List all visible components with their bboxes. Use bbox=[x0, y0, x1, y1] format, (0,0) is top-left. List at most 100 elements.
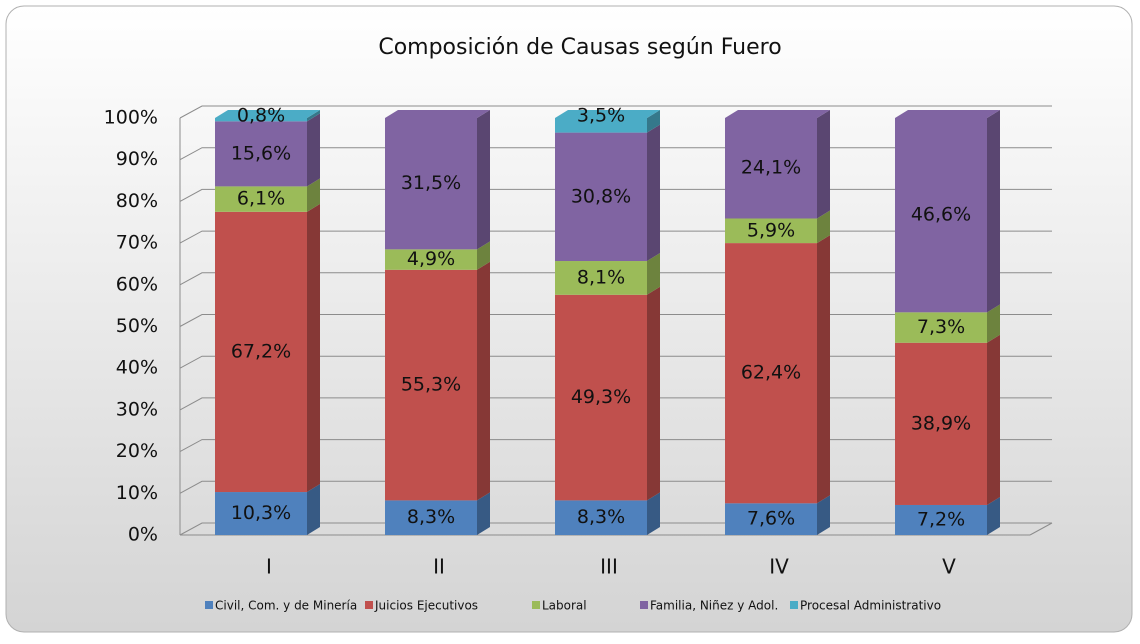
bar-top bbox=[725, 110, 830, 118]
bar-side bbox=[817, 210, 830, 244]
legend-swatch bbox=[532, 601, 540, 609]
data-label: 8,3% bbox=[577, 506, 625, 528]
bar-side bbox=[307, 178, 320, 212]
legend-label: Laboral bbox=[542, 599, 587, 613]
x-tick-label: V bbox=[942, 555, 956, 579]
data-label: 5,9% bbox=[747, 219, 795, 241]
data-label: 6,1% bbox=[237, 188, 285, 210]
data-label: 10,3% bbox=[231, 502, 291, 524]
y-tick-label: 100% bbox=[104, 107, 158, 129]
bar-segment bbox=[725, 243, 817, 504]
legend-swatch bbox=[790, 601, 798, 609]
bar-side bbox=[647, 286, 660, 501]
x-tick-label: III bbox=[600, 555, 618, 579]
legend-swatch bbox=[365, 601, 373, 609]
bar-top bbox=[555, 110, 660, 118]
bar-side bbox=[817, 495, 830, 535]
bar-segment bbox=[555, 261, 647, 295]
legend-label: Juicios Ejecutivos bbox=[374, 599, 478, 613]
bar-segment bbox=[385, 249, 477, 270]
bar-segment bbox=[215, 492, 307, 535]
bar-segment bbox=[555, 500, 647, 535]
data-label: 62,4% bbox=[741, 362, 801, 384]
bar-segment bbox=[895, 312, 987, 343]
bar-segment bbox=[215, 186, 307, 212]
bar-segment bbox=[555, 118, 647, 133]
data-label: 55,3% bbox=[401, 374, 461, 396]
bar-side bbox=[477, 110, 490, 250]
x-tick-label: II bbox=[433, 555, 445, 579]
bar-side bbox=[647, 492, 660, 535]
bar-side bbox=[307, 110, 320, 122]
data-label: 38,9% bbox=[911, 412, 971, 434]
chart-title: Composición de Causas según Fuero bbox=[378, 35, 781, 60]
bar-segment bbox=[725, 118, 817, 219]
data-label: 0,8% bbox=[237, 105, 285, 127]
bar-segment bbox=[215, 121, 307, 187]
bar-side bbox=[987, 110, 1000, 313]
bar-side bbox=[647, 110, 660, 133]
bar-segment bbox=[555, 294, 647, 501]
y-tick-label: 0% bbox=[128, 524, 158, 546]
bar-side bbox=[307, 113, 320, 187]
bar-side bbox=[477, 241, 490, 270]
data-label: 49,3% bbox=[571, 386, 631, 408]
y-tick-label: 40% bbox=[116, 357, 158, 379]
bar-segment bbox=[895, 118, 987, 313]
bar-top bbox=[215, 110, 320, 118]
bar-top bbox=[895, 110, 1000, 118]
x-tick-label: IV bbox=[769, 555, 789, 579]
data-label: 3,5% bbox=[577, 105, 625, 127]
bar-side bbox=[987, 304, 1000, 343]
bar-segment bbox=[895, 342, 987, 505]
y-tick-label: 90% bbox=[116, 148, 158, 170]
bar-segment bbox=[385, 269, 477, 501]
bar-segment bbox=[215, 211, 307, 493]
bar-side bbox=[307, 203, 320, 493]
grid-line bbox=[179, 105, 1052, 119]
legend-swatch bbox=[205, 601, 213, 609]
bar-side bbox=[987, 496, 1000, 535]
bar-side bbox=[987, 334, 1000, 505]
bar-side bbox=[647, 253, 660, 295]
y-tick-label: 20% bbox=[116, 440, 158, 462]
data-label: 30,8% bbox=[571, 185, 631, 207]
y-tick-label: 70% bbox=[116, 232, 158, 254]
data-label: 15,6% bbox=[231, 142, 291, 164]
x-tick-label: I bbox=[266, 555, 272, 579]
bar-side bbox=[477, 261, 490, 501]
bar-side bbox=[817, 110, 830, 219]
data-label: 46,6% bbox=[911, 204, 971, 226]
data-label: 8,3% bbox=[407, 506, 455, 528]
data-label: 31,5% bbox=[401, 172, 461, 194]
bar-segment bbox=[555, 132, 647, 262]
legend-swatch bbox=[640, 601, 648, 609]
y-tick-label: 30% bbox=[116, 398, 158, 420]
floor-edge bbox=[1029, 522, 1053, 536]
data-label: 24,1% bbox=[741, 157, 801, 179]
data-label: 4,9% bbox=[407, 248, 455, 270]
bar-segment bbox=[385, 118, 477, 250]
legend-label: Procesal Administrativo bbox=[800, 599, 941, 613]
data-label: 7,6% bbox=[747, 508, 795, 530]
data-label: 8,1% bbox=[577, 266, 625, 288]
y-tick-label: 50% bbox=[116, 315, 158, 337]
bar-segment bbox=[725, 218, 817, 244]
bar-segment bbox=[725, 503, 817, 535]
y-tick-label: 10% bbox=[116, 482, 158, 504]
bar-side bbox=[477, 492, 490, 535]
bar-segment bbox=[215, 118, 307, 122]
legend-label: Familia, Niñez y Adol. bbox=[650, 599, 778, 613]
data-label: 7,2% bbox=[917, 508, 965, 530]
y-tick-label: 80% bbox=[116, 190, 158, 212]
bar-side bbox=[817, 235, 830, 504]
bar-segment bbox=[385, 500, 477, 535]
bar-side bbox=[307, 484, 320, 535]
bar-top bbox=[385, 110, 490, 118]
legend-label: Civil, Com. y de Minería bbox=[215, 599, 357, 613]
data-label: 67,2% bbox=[231, 340, 291, 362]
bar-segment bbox=[895, 504, 987, 535]
bar-side bbox=[647, 124, 660, 262]
y-tick-label: 60% bbox=[116, 273, 158, 295]
